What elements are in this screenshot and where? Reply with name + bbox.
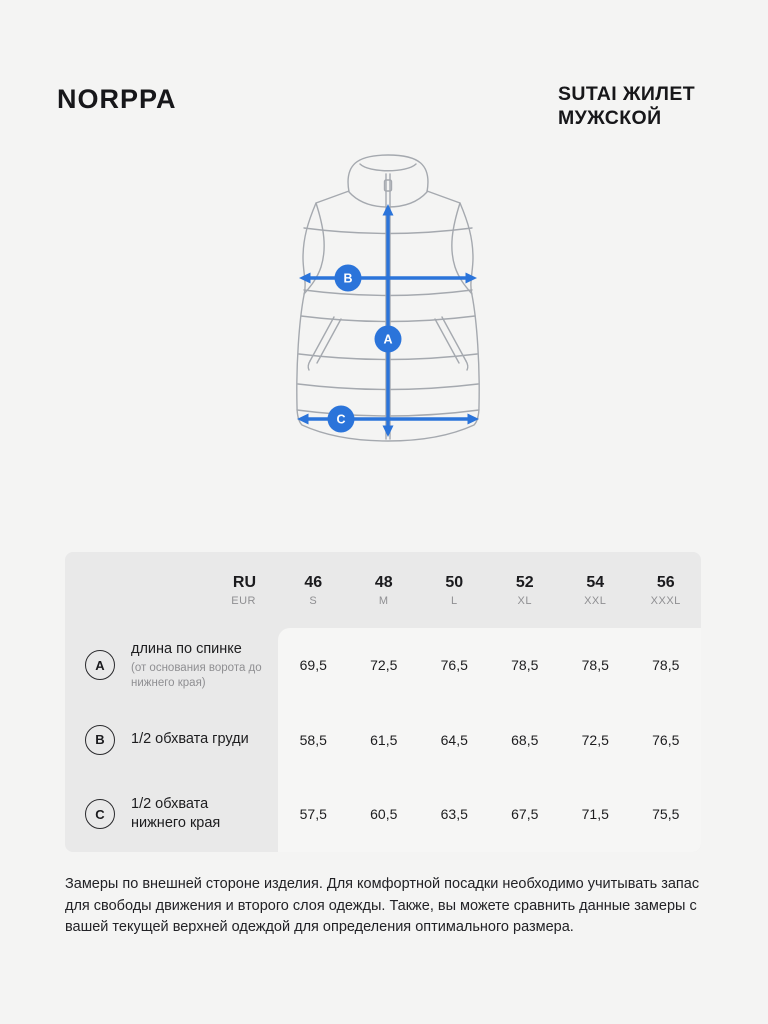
value-cell: 69,5 — [299, 657, 327, 674]
row-badge-c: C — [85, 799, 115, 830]
measure-badge-a — [374, 325, 402, 353]
footnote: Замеры по внешней стороне изделия. Для к… — [65, 876, 700, 935]
left-pocket-pull-icon — [307, 360, 311, 371]
measure-badge-a-label: A — [383, 333, 392, 347]
zipper-slider-icon — [383, 179, 393, 192]
product-title-line2: МУЖСКОЙ — [558, 107, 662, 129]
value-cell: 78,5 — [581, 657, 609, 674]
column-header-56: 56 XXXL — [650, 573, 681, 607]
value-cell: 76,5 — [652, 731, 680, 748]
measure-badge-c-label: C — [336, 413, 345, 427]
row-label-text: длина по спинке — [131, 641, 242, 658]
value-cell: 72,5 — [370, 657, 398, 674]
value-cell: 68,5 — [511, 731, 539, 748]
value-cell: 61,5 — [370, 731, 398, 748]
column-header-50: 50 L — [445, 573, 464, 607]
row-label-text: 1/2 обхвата нижнего края — [131, 796, 221, 832]
row-label-c: C 1/2 обхвата нижнего края — [65, 795, 278, 833]
product-title-line1: SUTAI ЖИЛЕТ — [558, 83, 696, 105]
table-header-row: RU EUR 46 S 48 M 50 L 52 XL 54 XXL — [65, 552, 701, 628]
row-badge-a: A — [85, 650, 115, 681]
table-row-c: C 1/2 обхвата нижнего края 57,5 60,5 63,… — [65, 777, 701, 852]
value-cell: 64,5 — [440, 731, 468, 748]
value-cell: 75,5 — [652, 806, 680, 823]
table-row-a: A длина по спинке (от основания ворота д… — [65, 628, 701, 703]
value-cell: 58,5 — [299, 731, 327, 748]
value-cell: 72,5 — [581, 731, 609, 748]
value-cell: 76,5 — [440, 657, 468, 674]
value-cell: 60,5 — [370, 806, 398, 823]
region-primary-label: RU — [232, 573, 256, 591]
value-cell: 71,5 — [581, 806, 609, 823]
right-pocket — [441, 316, 467, 362]
left-pocket — [309, 316, 335, 362]
product-title: SUTAI ЖИЛЕТ МУЖСКОЙ — [558, 82, 695, 130]
measurement-badges: B A C — [327, 264, 402, 433]
row-sublabel-text: (от основания ворота до нижнего края) — [131, 662, 262, 689]
table-values-panel — [278, 628, 701, 852]
table-region-header: RU EUR — [65, 574, 278, 607]
row-label-text: 1/2 обхвата груди — [131, 731, 249, 748]
value-cell: 78,5 — [511, 657, 539, 674]
column-header-46: 46 S — [304, 573, 323, 607]
row-label-a: A длина по спинке (от основания ворота д… — [65, 640, 278, 690]
value-cell: 78,5 — [652, 657, 680, 674]
right-pocket-pull-icon — [465, 360, 469, 371]
value-cell: 67,5 — [511, 806, 539, 823]
region-secondary-label: EUR — [231, 594, 256, 607]
column-header-52: 52 XL — [515, 573, 534, 607]
row-label-b: B 1/2 обхвата груди — [65, 724, 278, 755]
vest-measurement-diagram: B A C — [296, 154, 480, 442]
measure-badge-c — [327, 405, 355, 433]
size-table: RU EUR 46 S 48 M 50 L 52 XL 54 XXL — [65, 552, 701, 852]
measure-badge-b-label: B — [343, 272, 352, 286]
value-cell: 57,5 — [299, 806, 327, 823]
table-row-b: B 1/2 обхвата груди 58,5 61,5 64,5 68,5 … — [65, 703, 701, 778]
row-badge-b: B — [85, 724, 115, 755]
value-cell: 63,5 — [440, 806, 468, 823]
measure-badge-b — [334, 264, 362, 292]
brand-logo: NORPPA — [57, 84, 177, 114]
column-header-48: 48 M — [374, 573, 393, 607]
column-header-54: 54 XXL — [584, 573, 607, 607]
